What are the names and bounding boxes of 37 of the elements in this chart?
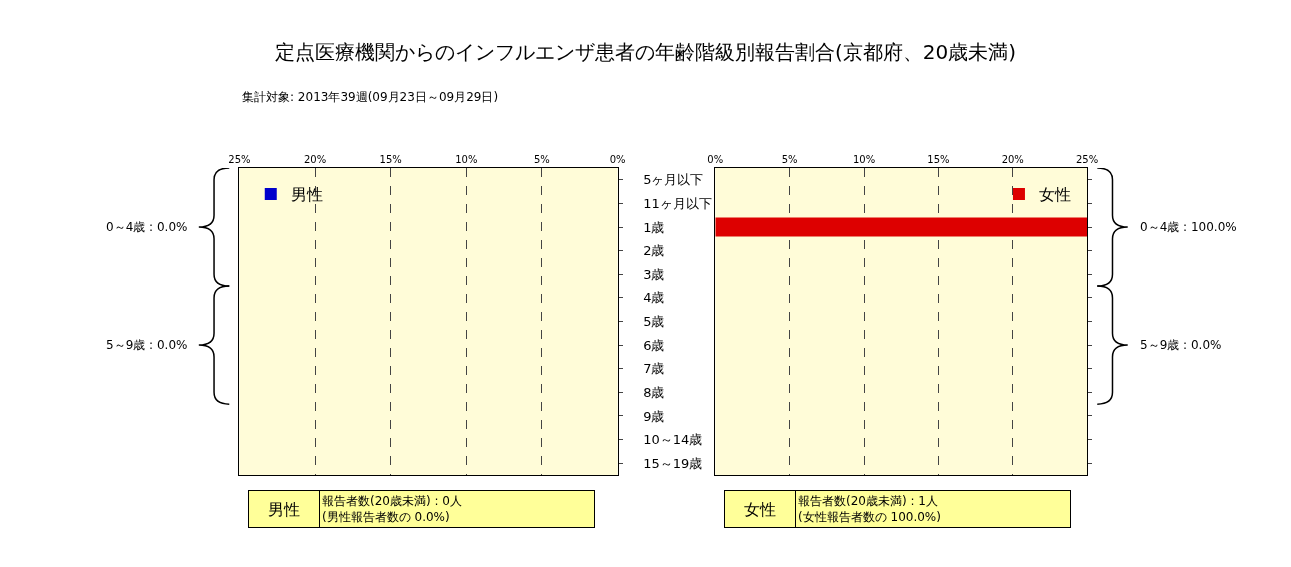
y-tick-label: 10～14歳 [643, 432, 703, 448]
x-tick-label: 15% [379, 154, 402, 165]
chart-title: 定点医療機関からのインフルエンザ患者の年齢階級別報告割合(京都府、20歳未満) [274, 40, 1017, 64]
y-tick-label: 15～19歳 [643, 455, 703, 471]
text: 5～9歳 : 0.0% [106, 338, 188, 352]
chart-subtitle: 集計対象: 2013年39週(09月23日～09月29日) [242, 90, 499, 104]
x-tick-label: 10% [852, 154, 876, 165]
y-tick-label: 4歳 [643, 290, 665, 306]
y-tick-label: 7歳 [643, 361, 665, 377]
y-tick-label: 2歳 [643, 243, 665, 259]
y-tick-label: 5歳 [643, 314, 665, 330]
x-tick-label: 5% [781, 154, 798, 165]
legend-label: 女性 [1038, 185, 1071, 205]
text: 0～4歳 : 100.0% [1140, 220, 1237, 234]
text: 女性 [744, 499, 776, 519]
text: 0～4歳 : 0.0% [106, 220, 188, 234]
text: 報告者数(20歳未満) : 0人 (男性報告者数の 0.0%) [322, 494, 462, 524]
y-tick-label: 5ヶ月以下 [643, 172, 704, 188]
y-tick-label: 3歳 [643, 266, 665, 282]
x-tick-label: 5% [534, 154, 550, 165]
x-tick-label: 0% [707, 154, 724, 165]
x-tick-label: 10% [455, 154, 478, 165]
y-tick-label: 8歳 [643, 384, 665, 400]
x-tick-label: 20% [1001, 154, 1024, 165]
x-tick-label: 15% [927, 154, 950, 165]
text: 報告者数(20歳未満) : 1人 (女性報告者数の 100.0%) [798, 494, 941, 524]
x-tick-label: 25% [228, 154, 251, 165]
x-tick-label: 25% [1076, 154, 1099, 165]
legend-label: 男性 [290, 185, 323, 205]
y-tick-label: 6歳 [643, 337, 665, 353]
x-tick-label: 20% [303, 154, 327, 165]
y-tick-label: 11ヶ月以下 [643, 195, 712, 211]
y-tick-label: 9歳 [643, 408, 665, 424]
x-tick-label: 0% [609, 154, 626, 165]
text: 5～9歳 : 0.0% [1140, 338, 1222, 352]
y-tick-label: 1歳 [643, 219, 665, 235]
text: 男性 [268, 499, 300, 519]
